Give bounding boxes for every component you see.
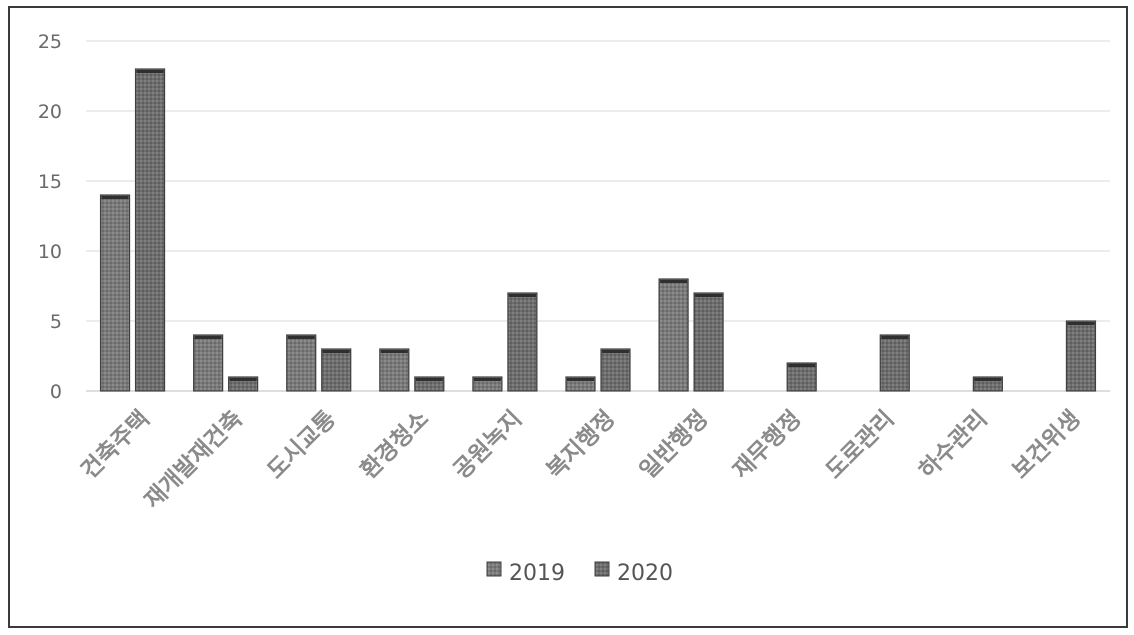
bar-top-edge: [229, 378, 257, 381]
x-category-label: 일반행정: [635, 406, 713, 484]
x-category-label: 하수관리: [914, 406, 992, 484]
bar-2019-3: [379, 348, 410, 392]
legend-swatch-2020: [594, 561, 610, 577]
bar-top-edge: [473, 378, 501, 381]
bar-2020-7: [786, 362, 817, 392]
bar-2020-4: [507, 292, 538, 392]
bar-2020-2: [321, 348, 352, 392]
bar-2020-0: [134, 68, 166, 392]
bar-top-edge: [101, 196, 129, 199]
bar-2020-5: [600, 348, 631, 392]
bar-top-edge: [322, 350, 350, 353]
bar-top-edge: [695, 294, 723, 297]
y-tick-label: 25: [38, 31, 62, 53]
bar-top-edge: [136, 70, 164, 73]
x-category-label: 재무행정: [728, 406, 806, 484]
bar-top-edge: [508, 294, 536, 297]
bar-2020-8: [879, 334, 910, 392]
bar-top-edge: [788, 364, 816, 367]
bar-top-edge: [602, 350, 629, 353]
bar-2020-6: [693, 292, 724, 392]
x-category-label: 보건위생: [1007, 406, 1085, 484]
bar-2019-0: [99, 194, 131, 392]
bar-top-edge: [194, 336, 222, 339]
bar-2020-10: [1065, 320, 1097, 392]
bar-top-edge: [567, 378, 594, 381]
x-category-label: 복지행정: [542, 406, 620, 484]
bar-2019-6: [658, 278, 689, 392]
x-category-label: 환경청소: [356, 406, 434, 484]
bar-2019-2: [286, 334, 317, 392]
y-tick-label: 0: [50, 381, 62, 403]
legend: 2019 2020: [486, 561, 673, 586]
bar-2019-1: [193, 334, 224, 392]
x-category-label: 건축주택: [77, 406, 155, 484]
y-tick-label: 10: [38, 241, 62, 263]
legend-label-2020: 2020: [617, 561, 673, 586]
x-category-label: 도로관리: [821, 406, 899, 484]
bar-top-edge: [415, 378, 443, 381]
y-tick-label: 5: [50, 311, 62, 333]
bar-top-edge: [974, 378, 1002, 381]
y-tick-label: 15: [38, 171, 62, 193]
x-category-label: 재개발재건축: [140, 406, 248, 514]
legend-label-2019: 2019: [509, 561, 565, 586]
bars: [99, 68, 1097, 392]
legend-swatch-2019: [486, 561, 502, 577]
gridlines: [86, 40, 1110, 392]
x-category-label: 공원녹지: [449, 406, 527, 484]
bar-top-edge: [380, 350, 408, 353]
bar-top-edge: [881, 336, 909, 339]
bar-top-edge: [287, 336, 315, 339]
chart-frame: [8, 6, 1128, 628]
bar-top-edge: [1067, 322, 1095, 325]
x-category-label: 도시교통: [263, 406, 341, 484]
bar-top-edge: [660, 280, 688, 283]
y-tick-label: 20: [38, 101, 62, 123]
y-axis-ticks: 0 5 10 15 20 25: [38, 31, 62, 403]
